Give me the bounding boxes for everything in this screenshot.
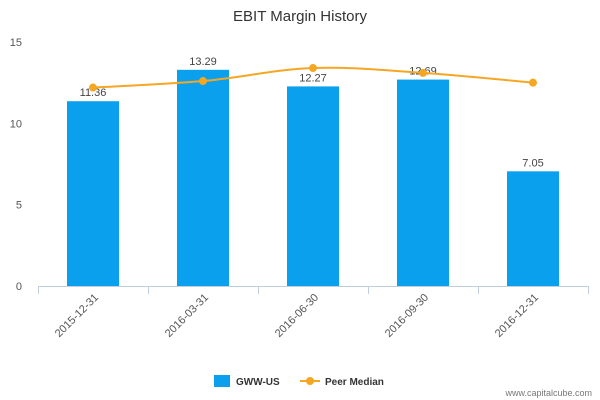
bar	[507, 171, 559, 286]
y-axis: 0 5 10 15	[10, 37, 22, 293]
y-tick-label: 15	[10, 37, 22, 49]
peer-median-point	[419, 68, 427, 77]
y-tick-label: 5	[16, 200, 22, 212]
legend-label: Peer Median	[325, 377, 384, 388]
watermark-text: www.capitalcube.com	[504, 388, 592, 398]
bar	[397, 79, 449, 287]
x-tick-label: 2016-09-30	[383, 292, 431, 340]
x-tick-label: 2016-03-31	[163, 292, 211, 340]
peer-median-point	[199, 77, 207, 86]
bar	[67, 101, 119, 286]
x-tick-label: 2015-12-31	[53, 292, 101, 340]
bar-value-label: 7.05	[522, 157, 543, 169]
x-tick-label: 2016-12-31	[493, 292, 541, 340]
x-axis: 2015-12-31 2016-03-31 2016-06-30 2016-09-30…	[38, 286, 589, 340]
peer-median-series	[89, 64, 537, 92]
bar-value-label: 12.27	[299, 72, 327, 84]
bar-value-label: 13.29	[189, 56, 217, 68]
peer-median-point	[529, 78, 537, 87]
legend-bar-swatch	[214, 375, 230, 387]
peer-median-point	[309, 64, 317, 73]
peer-median-point	[89, 83, 97, 92]
bar-series	[67, 69, 559, 287]
chart-title: EBIT Margin History	[233, 8, 367, 25]
x-tick-label: 2016-06-30	[273, 292, 321, 340]
legend-label: GWW-US	[236, 377, 280, 388]
y-tick-label: 0	[16, 281, 22, 293]
bar	[177, 69, 229, 286]
bar	[287, 86, 339, 287]
legend-line-marker	[306, 377, 314, 385]
y-tick-label: 10	[10, 118, 22, 130]
bar-value-label: 11.36	[80, 87, 107, 99]
legend: GWW-US Peer Median	[214, 375, 384, 388]
